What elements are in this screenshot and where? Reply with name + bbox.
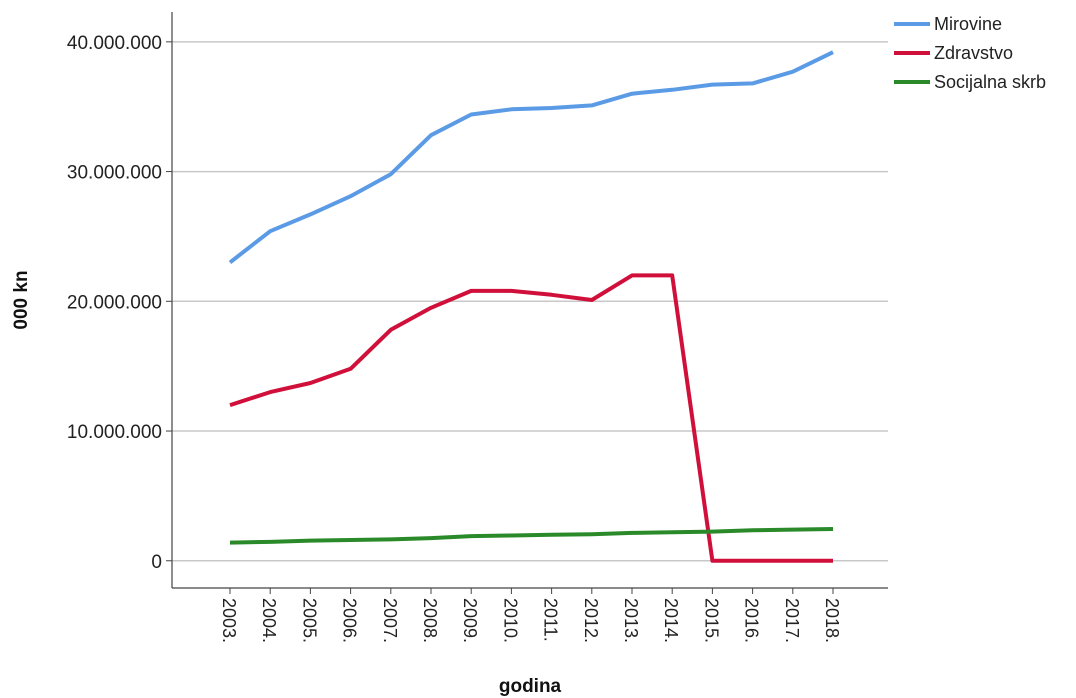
y-axis-ticks: 0 10.000.000 20.000.000 30.000.000 40.000.00… [67, 33, 172, 573]
x-tick-label: 2009. [460, 598, 480, 643]
legend-label: Mirovine [934, 14, 1002, 34]
legend: Mirovine Zdravstvo Socijalna skrb [894, 14, 1046, 92]
x-tick-label: 2007. [380, 598, 400, 643]
x-tick-label: 2016. [742, 598, 762, 643]
x-tick-label: 2017. [782, 598, 802, 643]
x-axis-title: godina [499, 676, 562, 697]
x-tick-label: 2013. [621, 598, 641, 643]
y-tick-label: 20.000.000 [67, 292, 162, 313]
y-tick-label: 0 [151, 552, 162, 573]
x-tick-label: 2011. [541, 598, 561, 642]
legend-label: Zdravstvo [934, 43, 1013, 63]
x-tick-label: 2003. [219, 598, 239, 643]
series-lines [228, 50, 834, 563]
x-tick-label: 2018. [822, 598, 842, 643]
x-tick-label: 2010. [500, 598, 520, 643]
series-line-zdravstvo [229, 273, 833, 563]
x-tick-label: 2012. [581, 598, 601, 643]
x-tick-label: 2005. [299, 598, 319, 643]
x-tick-label: 2004. [259, 598, 279, 643]
y-tick-label: 40.000.000 [67, 33, 162, 54]
x-tick-label: 2008. [420, 598, 440, 643]
x-tick-label: 2006. [340, 598, 360, 643]
series-line-mirovine [228, 50, 834, 264]
y-tick-label: 10.000.000 [67, 422, 162, 443]
axes [171, 12, 888, 589]
x-tick-label: 2014. [661, 598, 681, 643]
gridlines [172, 41, 888, 562]
series-line-socijalna-skrb [229, 527, 834, 545]
y-tick-label: 30.000.000 [67, 163, 162, 184]
legend-label: Socijalna skrb [934, 72, 1046, 92]
y-axis-title: 000 kn [11, 270, 32, 329]
x-axis-ticks: 2003. 2004. 2005. 2006. 2007. 2008. 2009. 2010.… [219, 588, 842, 643]
x-tick-label: 2015. [701, 598, 721, 643]
